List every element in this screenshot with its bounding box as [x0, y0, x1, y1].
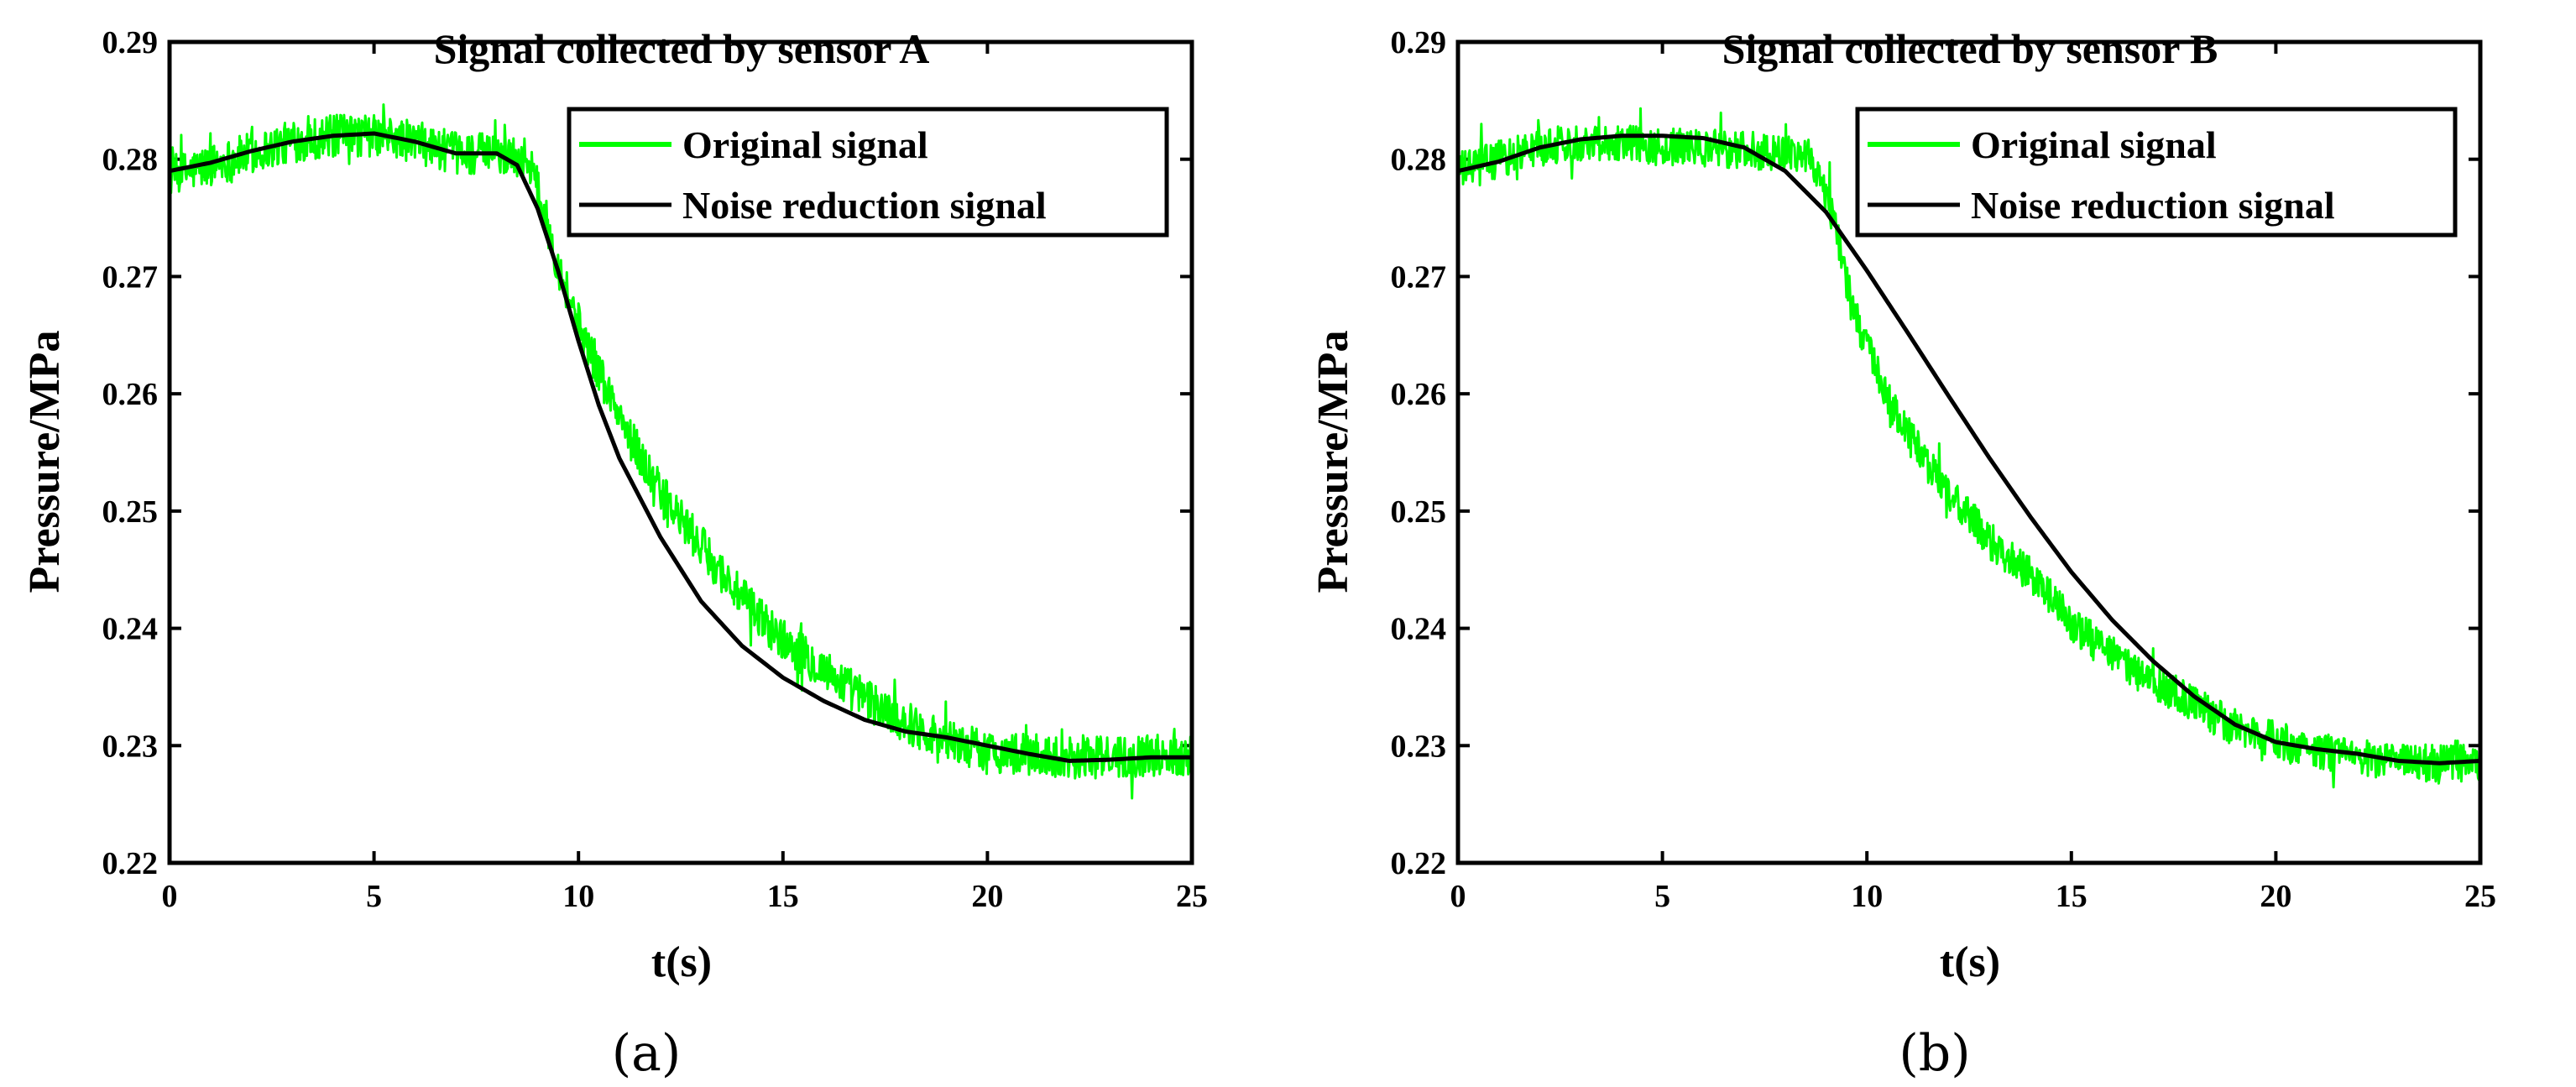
- y-tick-label: 0.27: [1391, 259, 1447, 295]
- x-tick-label: 5: [366, 879, 382, 914]
- y-tick-label: 0.27: [102, 259, 159, 295]
- y-tick-label: 0.24: [102, 612, 159, 647]
- x-tick-label: 10: [562, 879, 594, 914]
- y-tick-label: 0.29: [102, 25, 159, 60]
- legend: Original signal Noise reduction signal: [567, 107, 1169, 238]
- x-tick-label: 10: [1851, 879, 1883, 914]
- y-tick-label: 0.26: [1391, 377, 1447, 412]
- x-axis-label: t(s): [1940, 938, 2000, 986]
- series-noise-reduction-signal: [169, 131, 1193, 763]
- y-axis-label: Pressure/MPa: [21, 331, 69, 593]
- panel-label: (a): [612, 1024, 682, 1083]
- legend-label-original: Original signal: [682, 123, 928, 166]
- chart-panel-a: Signal collected by sensor A t(s) Pressu…: [21, 25, 1208, 1083]
- x-axis-label: t(s): [651, 938, 712, 986]
- x-tick-label: 25: [2464, 879, 2496, 914]
- legend-label-noise-reduction: Noise reduction signal: [682, 184, 1047, 227]
- legend-label-original: Original signal: [1971, 123, 2217, 166]
- x-tick-label: 20: [2260, 879, 2291, 914]
- chart-b-svg: Signal collected by sensor B t(s) Pressu…: [1309, 25, 2497, 1083]
- series-noise-reduction-signal: [1457, 133, 2481, 766]
- plot-series: [1456, 107, 2482, 789]
- x-tick-label: 5: [1654, 879, 1670, 914]
- y-tick-label: 0.23: [102, 729, 159, 764]
- legend-box: [567, 107, 1169, 238]
- y-tick-label: 0.22: [1391, 846, 1447, 881]
- x-tick-label: 15: [2056, 879, 2087, 914]
- y-tick-label: 0.23: [1391, 729, 1447, 764]
- axis-ticks: 0 5 10 15 20 25 0.22 0.23 0.24 0.25 0.26 0.27 0.28 0.…: [1391, 25, 2497, 914]
- plot-frame: [167, 39, 1194, 865]
- plot-series: [168, 103, 1194, 800]
- y-tick-label: 0.28: [1391, 143, 1447, 178]
- x-tick-label: 0: [162, 879, 178, 914]
- y-tick-label: 0.25: [1391, 494, 1447, 530]
- legend-box: [1855, 107, 2458, 238]
- legend-label-noise-reduction: Noise reduction signal: [1971, 184, 2335, 227]
- panel-label: (b): [1899, 1024, 1970, 1083]
- y-tick-label: 0.29: [1391, 25, 1447, 60]
- x-tick-label: 20: [971, 879, 1003, 914]
- series-original-signal: [168, 103, 1194, 800]
- y-tick-label: 0.28: [102, 143, 159, 178]
- y-tick-label: 0.24: [1391, 612, 1447, 647]
- y-tick-label: 0.26: [102, 377, 159, 412]
- y-tick-label: 0.25: [102, 494, 159, 530]
- y-axis-label: Pressure/MPa: [1309, 331, 1357, 593]
- y-tick-label: 0.22: [102, 846, 159, 881]
- chart-a-svg: Signal collected by sensor A t(s) Pressu…: [21, 25, 1208, 1083]
- chart-title: Signal collected by sensor B: [1722, 25, 2218, 72]
- x-tick-label: 15: [767, 879, 799, 914]
- x-tick-label: 25: [1176, 879, 1208, 914]
- chart-panel-b: Signal collected by sensor B t(s) Pressu…: [1288, 0, 2576, 1087]
- chart-title: Signal collected by sensor A: [434, 25, 930, 72]
- legend: Original signal Noise reduction signal: [1855, 107, 2458, 238]
- plot-frame: [1455, 39, 2483, 865]
- x-tick-label: 0: [1450, 879, 1466, 914]
